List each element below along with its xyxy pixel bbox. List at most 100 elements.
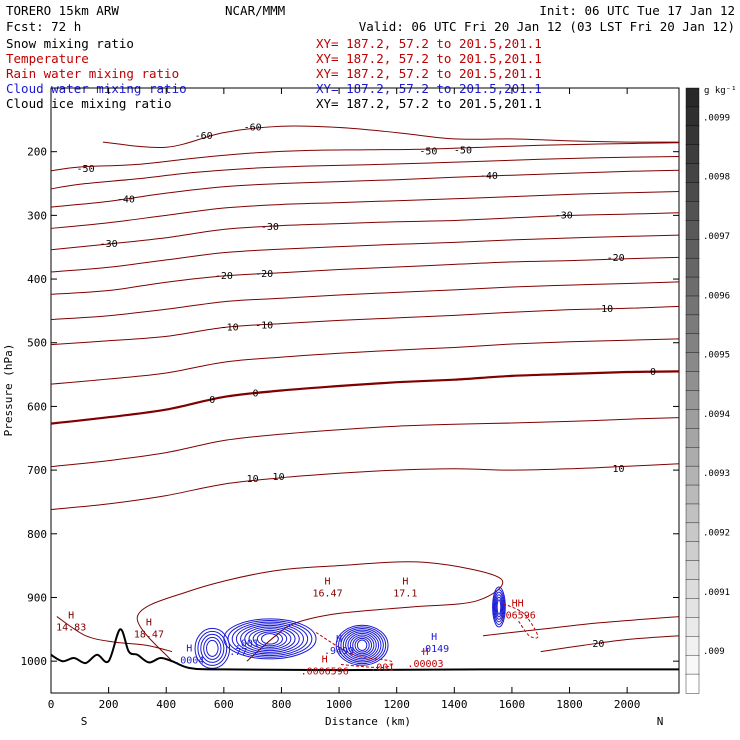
colorbar-segment [685,371,700,392]
cloud-water-contour [349,634,375,656]
y-tick-label: 900 [27,591,47,604]
cloud-water-contour [493,591,504,623]
contour-label: 0 [209,395,215,406]
extremum-value: 16.47 [312,589,342,600]
cloud-water-contour [345,631,380,660]
colorbar-segment [685,522,700,543]
extremum-marker: H [322,654,328,665]
cloud-water-contour [197,630,228,666]
y-tick-label: 500 [27,337,47,350]
colorbar-label: .0092 [703,529,730,539]
colorbar-segment [685,560,700,581]
colorbar-label: .0094 [703,410,730,420]
rain-contour [503,603,539,639]
contour-label: -60 [195,131,213,142]
legend-rain: Rain water mixing ratio [6,66,179,81]
y-axis-title: Pressure (hPa) [2,344,15,437]
isotherm-m40 [50,169,680,208]
y-tick-label: 800 [27,528,47,541]
contour-label: -20 [255,269,273,280]
isotherm-intermediate [50,234,680,273]
extremum-value: .0149 [419,644,449,655]
contour-label: -50 [419,147,437,158]
extremum-value: 17.1 [393,589,417,600]
isotherm-intermediate [50,417,680,468]
x-tick-label: 1800 [556,698,583,711]
contour-label: -20 [607,253,625,264]
colorbar-segment [685,352,700,373]
y-tick-label: 400 [27,273,47,286]
cloud-water-contour [354,637,370,653]
x-axis: 0 200 400 600 800 1000 1200 1400 1600 1800 2000 [48,88,641,711]
y-tick-label: 600 [27,400,47,413]
isotherm-m30 [50,212,680,251]
isotherm-m50 [50,142,680,172]
cloud-water-contour [338,626,387,665]
extremum-marker: H [146,617,152,628]
colorbar-segment [685,503,700,524]
extremum-value: .06596 [500,610,536,621]
x-axis-title: Distance (km) [325,715,411,728]
y-tick-label: 200 [27,146,47,159]
extremum-value: .9499 [324,646,354,657]
contour-label: -20 [215,271,233,282]
colorbar-units: g kg⁻¹ [704,86,737,96]
colorbar-segment [685,220,700,240]
extremum-marker: H [402,577,408,588]
cloud-water-contour [494,594,504,620]
colorbar-segment [685,182,700,203]
contour-label: 0 [253,389,259,400]
colorbar-label: .0098 [703,173,730,183]
colorbar-segment [685,125,700,146]
direction-south: S [81,715,88,728]
cloud-water-contours [194,586,539,669]
extremum-marker: H [325,577,331,588]
colorbar-segment [685,163,700,184]
y-tick-label: 300 [27,209,47,222]
legend-rain-xy: XY= 187.2, 57.2 to 201.5,201.1 [316,66,542,81]
cloud-water-contour [244,626,296,652]
direction-north: N [657,715,664,728]
contour-label: -50 [454,145,472,156]
contour-label: -10 [221,322,239,333]
contour-label: -60 [244,122,262,133]
isotherm-intermediate [50,281,680,320]
extremum-marker: H [68,610,74,621]
x-tick-label: 1400 [441,698,468,711]
y-tick-label: 1000 [21,655,48,668]
colorbar-segment [685,617,700,637]
x-tick-label: 600 [214,698,234,711]
plot-frame [50,87,680,694]
cloud-water-contour [352,636,373,655]
cloud-water-contour [495,596,503,618]
legend-cloud-ice: Cloud ice mixing ratio [6,96,172,111]
contour-label: -30 [555,210,573,221]
extremum-marker: H [431,632,437,643]
contour-label: 10 [612,464,624,475]
isotherm-m60 [102,125,680,148]
rain-contour [315,632,394,669]
cloud-water-contour [256,631,284,647]
extremum-value: .00003 [407,659,443,670]
cloud-water-contour [248,628,292,650]
x-tick-label: 800 [272,698,292,711]
x-tick-label: 2000 [614,698,641,711]
colorbar-segment [685,314,700,335]
colorbar-segment [685,484,700,505]
contour-label: .77 [229,647,247,658]
isotherm-intermediate [50,191,680,229]
colorbar-segment [685,144,700,165]
contour-label: 10 [247,474,259,485]
colorbar-segment [685,106,700,127]
colorbar-segment [685,428,700,448]
contour-label: 0 [650,367,656,378]
extremum-value: 14.83 [56,622,86,633]
cloud-water-contour [240,624,300,653]
contour-label: -50 [77,164,95,175]
colorbar-segment [685,465,700,486]
legend-snow: Snow mixing ratio [6,36,134,51]
init-time: Init: 06 UTC Tue 17 Jan 12 [539,3,735,18]
colorbar-segment [685,257,700,278]
